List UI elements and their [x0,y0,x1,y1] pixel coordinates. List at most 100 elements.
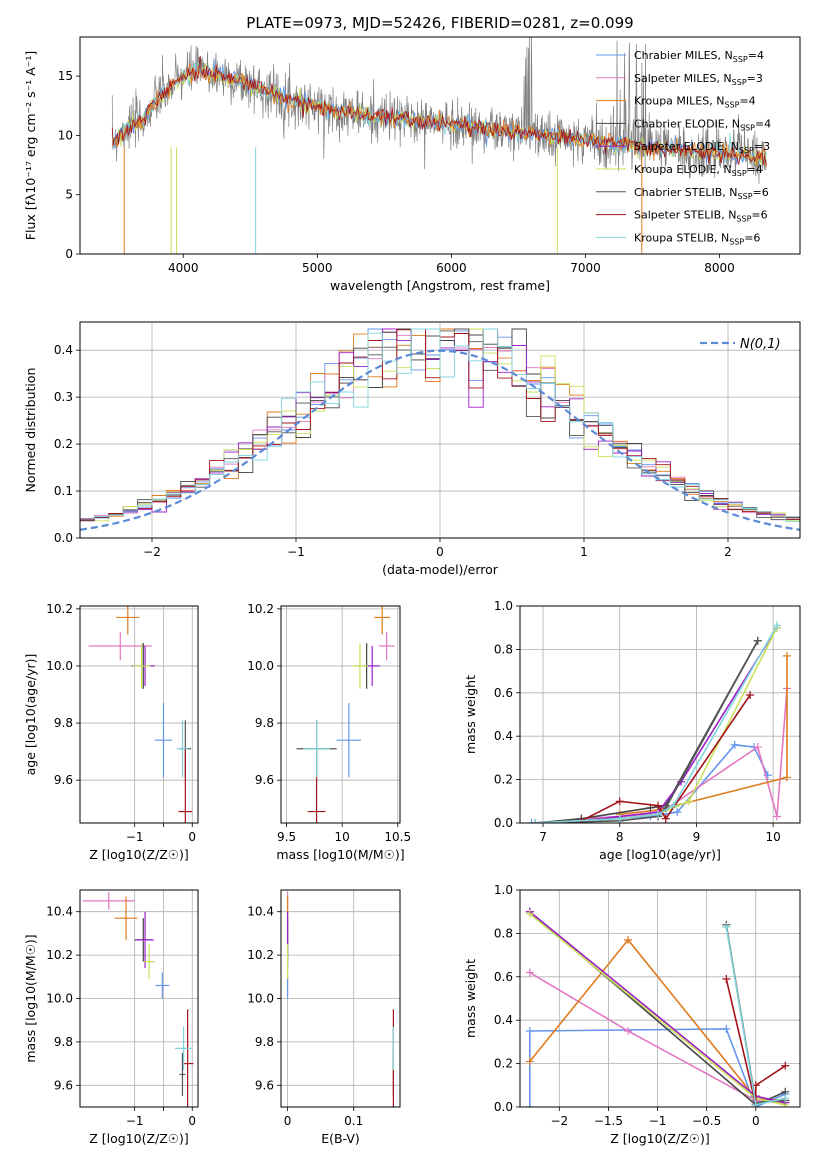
x-axis-label: (data-model)/error [382,562,499,577]
x-tick-label: 7 [539,830,547,844]
legend-count: =3 [754,140,770,153]
legend-count: =4 [747,163,763,176]
weight-marker [624,935,633,944]
legend-entry: Kroupa ELODIE, NSSP=4 [634,163,763,178]
x-tick-label: 0 [188,1114,196,1128]
y-tick-label: 0.8 [494,642,513,656]
x-tick-label: −0.5 [692,1114,721,1128]
weight-series [577,684,791,823]
x-tick-label: −2 [550,1114,568,1128]
legend-subscript: SSP [740,123,755,132]
y-tick-label: 0 [65,247,73,261]
legend-count: =6 [744,231,760,244]
plot-area-z_age [88,606,193,823]
errorbar-point [116,606,140,635]
y-tick-label: 10.4 [46,905,73,919]
weight-marker [654,801,663,810]
y-tick-label: 10.0 [247,659,274,673]
y-tick-label: 1.0 [494,599,513,613]
histogram-step [80,328,800,520]
weight-marker [615,814,624,823]
y-tick-label: 10.0 [247,992,274,1006]
panel-z_mass: −1 0 9.6 9.8 10.0 10.2 10.4 Z [log10(Z/Z☉)] mass… [23,889,199,1146]
y-tick-label: 9.6 [255,1078,274,1092]
y-axis-label: Normed distribution [23,368,38,493]
legend-entry: Salpeter ELODIE, NSSP=3 [634,140,770,155]
weight-marker [669,801,678,810]
x-axis-label: Z [log10(Z/Z☉)] [89,1131,189,1146]
weight-series [531,636,762,823]
y-tick-label: 0.2 [54,437,73,451]
legend-subscript: SSP [736,215,751,224]
x-tick-label: −2 [143,545,161,559]
x-tick-label: −1 [287,545,305,559]
panel-mass_age: 9.5 10 10.5 9.6 9.8 10.0 10.2 mass [log10(M/M☉)… [247,602,411,862]
legend-count: =3 [747,72,763,85]
y-axis-label: Flux [fλ10⁻¹⁷ erg cm⁻² s⁻¹ A⁻¹] [23,51,38,240]
x-tick-label: 0 [284,1114,292,1128]
errorbar-point [352,643,368,689]
x-tick-label: 7000 [570,261,601,275]
weight-marker [527,819,536,823]
errorbar-point [174,1026,193,1071]
weight-marker [615,797,624,806]
legend-count: =4 [755,117,771,130]
weight-line [619,655,788,816]
x-tick-label: 0 [188,830,196,844]
axes-frame [519,889,801,1108]
x-tick-label: 1 [580,545,588,559]
y-tick-label: 10.0 [46,659,73,673]
x-tick-label: 0 [436,545,444,559]
errorbar-point [303,720,330,778]
legend-name: Salpeter STELIB, N [634,209,736,222]
legend-name: Salpeter MILES, N [634,72,732,85]
weight-marker [525,1103,534,1107]
errorbar-point [82,892,135,910]
plot-area-spectrum [111,37,767,254]
y-tick-label: 10.2 [46,948,73,962]
weight-marker [772,812,781,821]
x-axis-label: wavelength [Angstrom, rest frame] [330,278,550,293]
legend-subscript: SSP [738,192,753,201]
y-tick-label: 10.4 [247,905,274,919]
weight-marker [673,808,682,817]
errorbar-point [155,972,170,999]
weight-line [581,688,788,820]
legend-entry: N(0,1) [740,337,781,352]
y-tick-label: 0.6 [494,970,513,984]
axes-frame [79,321,801,539]
panel-residuals: −2 −1 0 1 2 0.0 0.1 0.2 0.3 0.4 (data-model)/error… [23,321,801,577]
legend-entry: Salpeter MILES, NSSP=3 [634,72,763,87]
x-axis-label: E(B-V) [321,1131,360,1146]
panel-age_weight: 7 8 9 10 0.0 0.2 0.4 0.6 0.8 1.0 age [log10(age/yr… [463,599,801,862]
y-tick-label: 5 [65,188,73,202]
x-tick-label: 0 [752,1114,760,1128]
y-tick-label: 0.4 [494,729,513,743]
legend-name: Salpeter ELODIE, N [634,140,739,153]
errorbar-point [154,703,173,778]
legend-count: =6 [753,186,769,199]
x-tick-label: 4000 [168,261,199,275]
legend-name: Kroupa STELIB, N [634,231,729,244]
y-tick-label: 10.2 [247,602,274,616]
legend-subscript: SSP [729,237,744,246]
x-tick-label: 10 [335,830,350,844]
weight-marker [525,909,534,918]
errorbar-point [143,944,155,979]
y-tick-label: 0.0 [54,531,73,545]
x-axis-label: Z [log10(Z/Z☉)] [610,1131,710,1146]
weight-marker [525,968,534,977]
axes-frame [79,36,801,255]
weight-marker [525,1057,534,1066]
y-tick-label: 0.3 [54,390,73,404]
y-tick-label: 0.4 [494,1013,513,1027]
plot-area-z_weight [525,907,790,1107]
weight-marker [531,819,540,823]
y-axis-label: mass weight [463,959,478,1038]
weight-series [531,621,781,823]
y-tick-label: 1.0 [494,883,513,897]
y-tick-label: 0.4 [54,343,73,357]
weight-marker [722,1024,731,1033]
plot-area-age_weight [527,621,791,823]
x-tick-label: 9.5 [277,830,296,844]
